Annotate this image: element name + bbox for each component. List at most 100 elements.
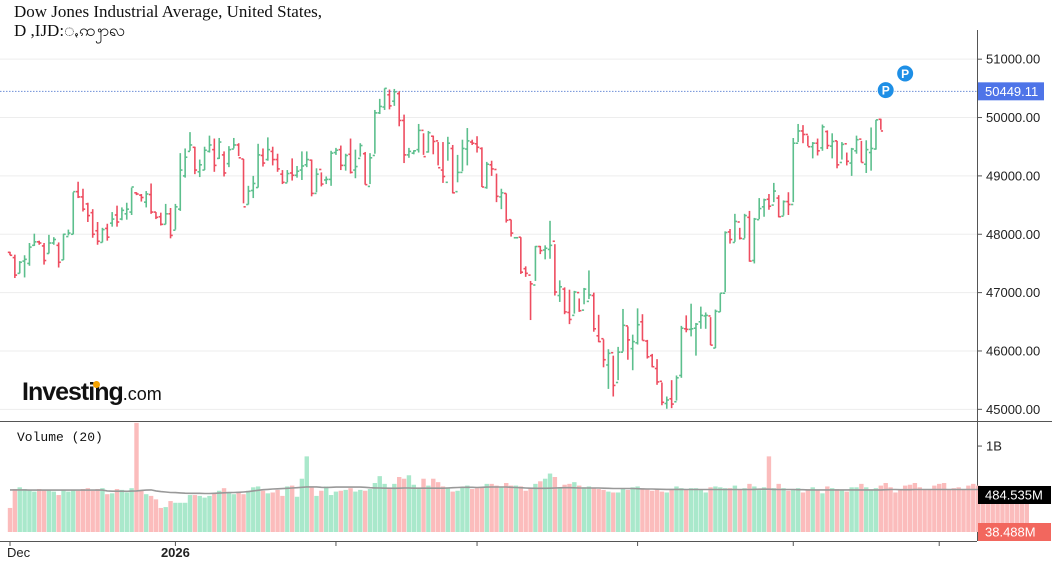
volume-bar bbox=[304, 456, 309, 532]
event-marker-label: P bbox=[901, 67, 909, 81]
ohlc-bar bbox=[562, 287, 567, 315]
volume-bar bbox=[839, 489, 845, 532]
volume-bar bbox=[435, 482, 441, 532]
volume-bar bbox=[469, 489, 475, 532]
ohlc-bar bbox=[100, 227, 105, 244]
ohlc-bar bbox=[299, 151, 305, 180]
volume-bar bbox=[285, 486, 290, 532]
ohlc-bar bbox=[606, 349, 611, 389]
volume-bar bbox=[980, 487, 986, 532]
event-marker: P bbox=[896, 64, 915, 83]
price-tick-label: 48000.00 bbox=[986, 227, 1040, 242]
volume-bar bbox=[411, 484, 416, 532]
ohlc-bar bbox=[786, 192, 791, 215]
volume-bar bbox=[718, 487, 723, 532]
ohlc-bar bbox=[557, 280, 562, 302]
volume-bar bbox=[36, 489, 42, 532]
volume-bar bbox=[581, 487, 587, 532]
ohlc-bar bbox=[294, 165, 300, 178]
ohlc-bar bbox=[654, 359, 660, 385]
volume-bar bbox=[207, 495, 212, 532]
ohlc-bar bbox=[820, 124, 825, 151]
ohlc-bar bbox=[528, 274, 533, 321]
volume-bar bbox=[669, 489, 674, 532]
volume-bar bbox=[635, 486, 640, 532]
ohlc-bar bbox=[41, 243, 47, 265]
volume-bar bbox=[56, 495, 61, 532]
ohlc-bar bbox=[144, 191, 149, 208]
price-tick-label: 47000.00 bbox=[986, 285, 1040, 300]
volume-bar bbox=[367, 489, 373, 532]
volume-bar bbox=[941, 483, 947, 532]
ohlc-bar bbox=[134, 192, 139, 196]
volume-average-line bbox=[10, 486, 1032, 495]
ohlc-bar bbox=[547, 220, 553, 259]
ohlc-bar bbox=[343, 153, 348, 171]
volume-bar bbox=[562, 484, 567, 532]
price-tick-label: 51000.00 bbox=[986, 52, 1040, 67]
ohlc-bar bbox=[747, 210, 752, 262]
volume-bar bbox=[504, 483, 509, 532]
ohlc-bar bbox=[698, 306, 704, 329]
ohlc-bar bbox=[752, 217, 757, 264]
volume-bar bbox=[727, 488, 733, 532]
ohlc-bar bbox=[406, 147, 412, 158]
volume-bar bbox=[494, 485, 499, 532]
volume-bar bbox=[255, 486, 261, 532]
volume-bar bbox=[937, 483, 942, 532]
ohlc-bar bbox=[314, 168, 319, 195]
ohlc-bar bbox=[85, 202, 91, 222]
volume-bar bbox=[907, 484, 913, 532]
ohlc-bar bbox=[182, 148, 188, 178]
ohlc-bar bbox=[32, 233, 37, 247]
volume-bar bbox=[528, 488, 533, 532]
volume-bar bbox=[275, 489, 280, 532]
ohlc-bar bbox=[12, 254, 18, 279]
volume-bar bbox=[1009, 489, 1015, 532]
volume-bar bbox=[328, 495, 334, 532]
ohlc-bar bbox=[348, 138, 353, 174]
volume-bar bbox=[440, 486, 446, 532]
ohlc-bar bbox=[95, 221, 100, 245]
volume-bar bbox=[319, 490, 324, 532]
volume-bar bbox=[975, 485, 981, 532]
volume-bar bbox=[27, 489, 32, 532]
volume-bar bbox=[640, 488, 645, 532]
ohlc-bar bbox=[202, 146, 207, 171]
volume-bar bbox=[606, 491, 611, 532]
ohlc-bar bbox=[431, 135, 436, 155]
volume-bar bbox=[362, 490, 368, 532]
volume-bar bbox=[144, 494, 149, 532]
volume-bar bbox=[533, 483, 538, 532]
ohlc-bar bbox=[829, 133, 835, 159]
volume-bar bbox=[153, 499, 159, 532]
volume-bar bbox=[455, 490, 460, 532]
ohlc-bar bbox=[119, 207, 125, 221]
ohlc-bar bbox=[533, 245, 538, 286]
ohlc-bar bbox=[718, 292, 723, 313]
volume-bar bbox=[927, 489, 932, 532]
ohlc-bar bbox=[192, 146, 198, 175]
volume-bar bbox=[664, 492, 669, 532]
volume-bar bbox=[649, 490, 655, 532]
volume-bar bbox=[849, 487, 854, 532]
ohlc-bar bbox=[601, 337, 606, 368]
volume-bar bbox=[722, 488, 728, 532]
ohlc-bar bbox=[581, 287, 587, 311]
volume-bar bbox=[688, 488, 694, 532]
volume-bar bbox=[898, 489, 903, 532]
volume-bar bbox=[90, 490, 95, 532]
ohlc-bar bbox=[757, 198, 762, 221]
ohlc-bar bbox=[319, 168, 324, 187]
volume-bar bbox=[956, 487, 961, 532]
volume-bar bbox=[1014, 487, 1020, 532]
volume-bar bbox=[547, 473, 553, 532]
ohlc-bar bbox=[56, 242, 61, 268]
volume-bar bbox=[216, 490, 222, 532]
ohlc-bar bbox=[815, 138, 820, 156]
ohlc-bar bbox=[839, 142, 845, 164]
volume-bar bbox=[966, 485, 971, 532]
ohlc-bar bbox=[854, 135, 859, 154]
ohlc-bar bbox=[46, 234, 52, 255]
